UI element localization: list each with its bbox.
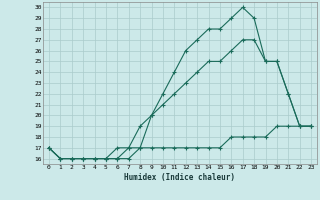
X-axis label: Humidex (Indice chaleur): Humidex (Indice chaleur) (124, 173, 236, 182)
